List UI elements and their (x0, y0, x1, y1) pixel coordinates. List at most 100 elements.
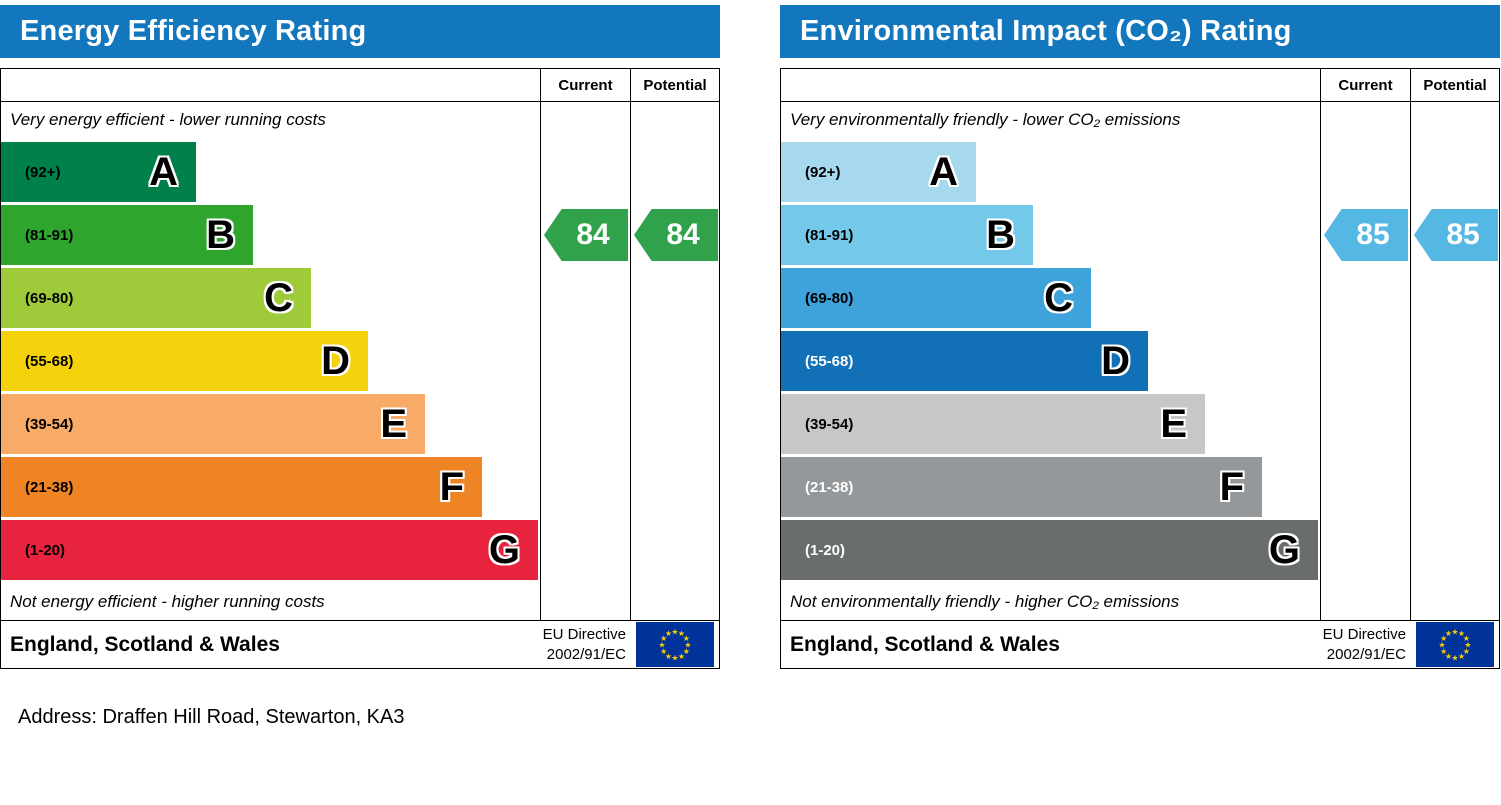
region-label: England, Scotland & Wales (790, 632, 1060, 656)
rating-band-b: (81-91) B (1, 205, 253, 265)
band-range-label: (92+) (805, 163, 841, 181)
svg-text:★: ★ (684, 641, 691, 650)
chart-title-bar: Environmental Impact (CO₂) Rating (780, 5, 1500, 58)
svg-text:★: ★ (665, 629, 672, 638)
current-value-cell: 85 (1320, 102, 1410, 620)
svg-text:★: ★ (1438, 641, 1445, 650)
band-range-label: (55-68) (25, 352, 74, 370)
current-value-cell: 84 (540, 102, 630, 620)
svg-text:★: ★ (1445, 629, 1452, 638)
band-range-label: (92+) (25, 163, 61, 181)
band-range-label: (21-38) (805, 478, 854, 496)
current-rating-arrow: 84 (544, 209, 628, 261)
band-range-label: (1-20) (805, 541, 846, 559)
rating-bands: (92+) A (81-91) B (69-80) C (55-68) D (39-54) E (2… (1, 138, 540, 583)
band-range-label: (55-68) (805, 352, 854, 370)
eu-directive-line1: EU Directive (1322, 626, 1406, 643)
band-letter: A (929, 150, 958, 194)
rating-band-d: (55-68) D (1, 331, 368, 391)
svg-text:★: ★ (1440, 647, 1447, 656)
svg-text:★: ★ (1463, 647, 1470, 656)
current-column-header: Current (540, 69, 630, 102)
bands-area: Very energy efficient - lower running co… (1, 102, 540, 620)
bands-area: Very environmentally friendly - lower CO… (781, 102, 1320, 620)
eu-directive-line2: 2002/91/EC (546, 645, 626, 663)
svg-text:★: ★ (660, 634, 667, 643)
svg-text:★: ★ (1451, 628, 1458, 637)
band-letter: D (1101, 339, 1130, 383)
potential-value-cell: 84 (630, 102, 719, 620)
current-column-header: Current (1320, 69, 1410, 102)
svg-text:★: ★ (660, 647, 667, 656)
band-letter: E (1160, 402, 1187, 446)
svg-text:★: ★ (1445, 652, 1452, 661)
band-letter: D (321, 339, 350, 383)
svg-text:★: ★ (671, 628, 678, 637)
rating-band-a: (92+) A (1, 142, 196, 202)
svg-text:★: ★ (683, 647, 690, 656)
rating-band-f: (21-38) F (1, 457, 482, 517)
band-letter: C (264, 276, 293, 320)
rating-band-c: (69-80) C (1, 268, 311, 328)
eu-directive-line1: EU Directive (542, 626, 626, 643)
current-rating-arrow: 85 (1324, 209, 1408, 261)
potential-column-header: Potential (1410, 69, 1499, 102)
bottom-note: Not energy efficient - higher running co… (10, 592, 325, 611)
band-letter: E (380, 402, 407, 446)
chart-title: Energy Efficiency Rating (20, 15, 367, 47)
svg-text:★: ★ (678, 629, 685, 638)
region-label: England, Scotland & Wales (10, 632, 280, 656)
eu-directive-line2: 2002/91/EC (1326, 645, 1406, 663)
chart-title-bar: Energy Efficiency Rating (0, 5, 720, 58)
rating-band-e: (39-54) E (1, 394, 425, 454)
eu-directive-label: EU Directive 2002/91/EC (1323, 625, 1406, 664)
svg-text:★: ★ (1463, 634, 1470, 643)
svg-text:★: ★ (1458, 652, 1465, 661)
svg-text:★: ★ (1458, 629, 1465, 638)
eu-flag-icon: ★ ★★★★★★★★★★★ (1416, 622, 1494, 667)
band-letter: B (986, 213, 1015, 257)
band-letter: F (439, 465, 464, 509)
band-range-label: (69-80) (25, 289, 74, 307)
band-letter: G (1268, 528, 1300, 572)
rating-band-e: (39-54) E (781, 394, 1205, 454)
environmental-impact-chart: Environmental Impact (CO₂) Rating Curren… (780, 5, 1500, 669)
chart-table: Current Potential Very environmentally f… (780, 68, 1500, 669)
bands-column-header (781, 69, 1320, 102)
potential-rating-arrow: 85 (1414, 209, 1498, 261)
chart-footer: England, Scotland & Wales EU Directive 2… (781, 620, 1499, 668)
band-range-label: (69-80) (805, 289, 854, 307)
eu-directive-label: EU Directive 2002/91/EC (543, 625, 626, 664)
rating-band-g: (1-20) G (1, 520, 538, 580)
rating-charts-row: Energy Efficiency Rating Current Potenti… (0, 5, 1500, 669)
address-line: Address: Draffen Hill Road, Stewarton, K… (18, 706, 405, 728)
band-range-label: (39-54) (25, 415, 74, 433)
band-range-label: (39-54) (805, 415, 854, 433)
rating-bands: (92+) A (81-91) B (69-80) C (55-68) D (39-54) E (2… (781, 138, 1320, 583)
rating-band-b: (81-91) B (781, 205, 1033, 265)
bands-column-header (1, 69, 540, 102)
top-note: Very environmentally friendly - lower CO… (790, 110, 1181, 129)
eu-flag-icon: ★ ★★★★★★★★★★★ (636, 622, 714, 667)
top-note: Very energy efficient - lower running co… (10, 110, 326, 129)
potential-column-header: Potential (630, 69, 719, 102)
rating-band-c: (69-80) C (781, 268, 1091, 328)
band-range-label: (1-20) (25, 541, 66, 559)
rating-band-f: (21-38) F (781, 457, 1262, 517)
band-range-label: (81-91) (25, 226, 74, 244)
band-letter: G (488, 528, 520, 572)
chart-table: Current Potential Very energy efficient … (0, 68, 720, 669)
band-range-label: (21-38) (25, 478, 74, 496)
svg-text:★: ★ (658, 641, 665, 650)
rating-band-g: (1-20) G (781, 520, 1318, 580)
energy-efficiency-chart: Energy Efficiency Rating Current Potenti… (0, 5, 720, 669)
chart-footer: England, Scotland & Wales EU Directive 2… (1, 620, 719, 668)
svg-text:★: ★ (1451, 654, 1458, 663)
bottom-note: Not environmentally friendly - higher CO… (790, 592, 1180, 611)
band-letter: C (1044, 276, 1073, 320)
svg-text:★: ★ (1440, 634, 1447, 643)
svg-text:★: ★ (1464, 641, 1471, 650)
band-letter: B (206, 213, 235, 257)
svg-text:★: ★ (683, 634, 690, 643)
